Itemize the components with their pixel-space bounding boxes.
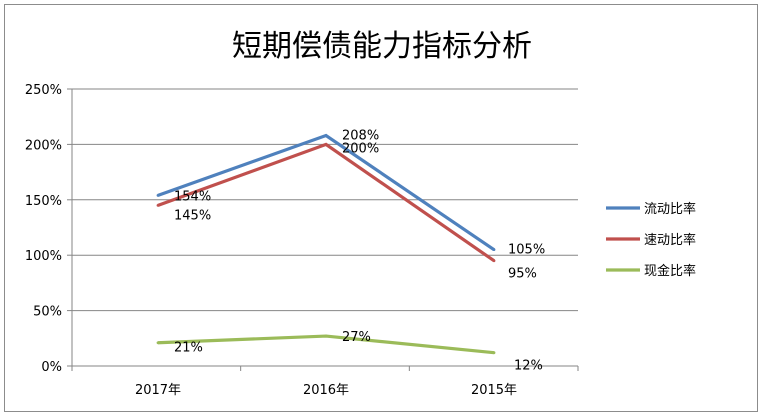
legend-label: 现金比率 (644, 263, 696, 279)
data-point (156, 341, 160, 345)
data-point (156, 203, 160, 207)
grid-lines (72, 88, 578, 312)
y-tick-label: 50% (33, 305, 62, 320)
data-label: 21% (174, 341, 203, 356)
data-labels: 154% 208% 105% 145% 200% 95% 21% 27% 12% (174, 129, 545, 374)
data-point (156, 193, 160, 197)
y-tick-label: 0% (41, 360, 62, 375)
x-tick-label: 2015年 (471, 383, 517, 398)
data-label: 208% (342, 129, 379, 144)
data-label: 95% (508, 267, 537, 282)
data-label: 105% (508, 243, 545, 258)
y-tick-label: 150% (25, 194, 62, 209)
y-axis-ticks: 0% 50% 100% 150% 200% 250% (25, 83, 72, 375)
data-label: 200% (342, 141, 379, 156)
data-point (492, 351, 496, 355)
data-label: 145% (174, 208, 211, 223)
data-point (324, 143, 328, 146)
series-lines (156, 133, 496, 355)
x-tick-label: 2016年 (303, 383, 349, 398)
y-tick-label: 100% (25, 249, 62, 264)
chart-title: 短期偿债能力指标分析 (232, 29, 532, 64)
series-line-3 (157, 334, 495, 355)
y-tick-label: 200% (25, 138, 62, 153)
axes (71, 89, 578, 367)
data-label: 12% (514, 359, 543, 374)
data-point (492, 259, 496, 263)
x-tick-label: 2017年 (135, 383, 181, 398)
y-tick-label: 250% (25, 83, 62, 98)
x-axis-ticks: 2017年 2016年 2015年 (71, 366, 579, 398)
data-label: 27% (342, 330, 371, 345)
data-label: 154% (174, 189, 211, 204)
data-point (324, 134, 328, 137)
data-point (492, 248, 496, 252)
legend-label: 速动比率 (644, 232, 696, 248)
legend-label: 流动比率 (644, 201, 696, 217)
data-point (324, 334, 328, 338)
